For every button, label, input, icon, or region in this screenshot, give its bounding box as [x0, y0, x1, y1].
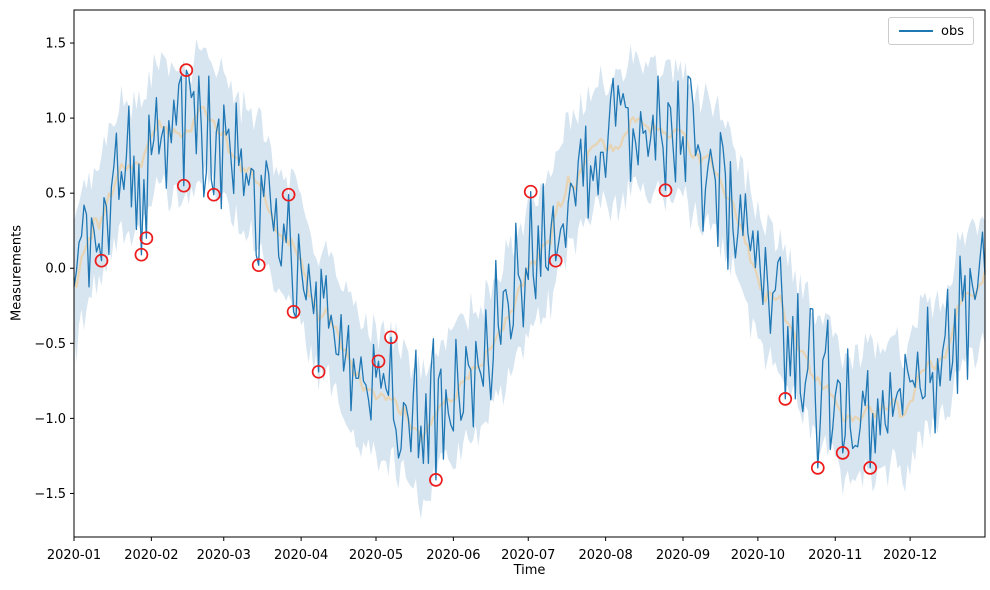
- y-tick-label: −1.0: [34, 412, 66, 427]
- x-tick-label: 2020-06: [426, 548, 480, 563]
- x-tick-label: 2020-04: [274, 548, 328, 563]
- anomaly-marker: [134, 247, 149, 262]
- legend-label-obs: obs: [941, 23, 964, 39]
- anomaly-marker: [286, 304, 301, 319]
- trend-line: [72, 105, 987, 443]
- anomaly-marker: [778, 392, 793, 406]
- anomaly-marker: [139, 231, 154, 246]
- anomaly-marker: [548, 253, 563, 268]
- anomaly-marker: [206, 187, 221, 202]
- x-tick-label: 2020-05: [349, 548, 403, 563]
- x-tick-label: 2020-11: [808, 548, 862, 563]
- y-axis-title: Measurements: [9, 224, 25, 322]
- anomaly-marker: [94, 253, 109, 268]
- confidence-band: [74, 38, 985, 520]
- obs-line-sample-icon: [899, 30, 934, 32]
- y-tick-label: −1.5: [34, 487, 66, 502]
- x-tick-label: 2020-02: [124, 548, 178, 563]
- anomaly-marker: [371, 354, 386, 369]
- obs-line: [73, 69, 986, 481]
- anomaly-marker: [835, 446, 850, 460]
- y-tick-label: 0.0: [45, 262, 66, 277]
- anomaly-marker: [179, 63, 194, 77]
- anomaly-marker: [176, 178, 191, 193]
- anomaly-marker: [251, 258, 266, 273]
- y-tick-label: −0.5: [34, 337, 66, 352]
- x-tick-label: 2020-10: [731, 548, 785, 563]
- anomaly-marker: [311, 364, 326, 379]
- y-tick-label: 0.5: [45, 187, 66, 202]
- x-tick-label: 2020-08: [578, 548, 632, 563]
- x-tick-label: 2020-07: [501, 548, 555, 563]
- x-tick-label: 2020-09: [656, 548, 710, 563]
- anomaly-marker: [384, 330, 398, 345]
- x-tick-label: 2020-03: [197, 548, 251, 563]
- plot-border: [73, 9, 986, 538]
- anomaly-marker: [658, 183, 673, 198]
- anomaly-marker: [523, 184, 538, 199]
- x-tick-label: 2020-12: [883, 548, 937, 563]
- legend: obs: [888, 17, 974, 45]
- anomaly-marker: [810, 461, 825, 475]
- anomaly-marker: [281, 187, 296, 202]
- x-tick-label: 2020-01: [47, 548, 101, 563]
- y-tick-label: 1.5: [45, 37, 66, 52]
- anomaly-marker: [863, 461, 878, 475]
- x-axis-title: Time: [513, 563, 546, 578]
- y-tick-label: 1.0: [45, 112, 66, 127]
- anomaly-marker: [429, 473, 443, 487]
